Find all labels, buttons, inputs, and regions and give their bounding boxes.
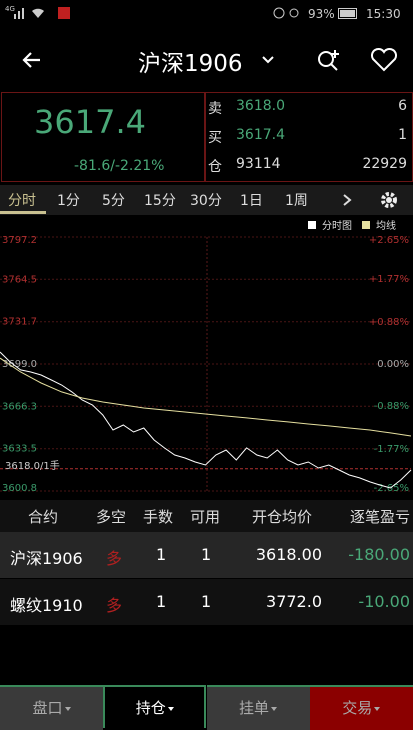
bottom-tab[interactable]: 交易 <box>309 685 413 730</box>
quote-cell: 买 <box>208 130 222 146</box>
legend-label: 分时图 <box>322 220 352 232</box>
quote-box <box>1 92 205 182</box>
table-cell: 沪深1906 <box>10 549 83 568</box>
network: 4G <box>5 5 15 13</box>
period-tab[interactable]: 30分 <box>190 193 222 209</box>
column-header: 逐笔盈亏 <box>349 508 410 526</box>
table-cell: -180.00 <box>348 545 410 564</box>
quote-cell: 卖 <box>208 101 222 117</box>
favorite-button[interactable] <box>370 47 398 73</box>
y2-tick-label: +1.77% <box>369 274 409 285</box>
battery-text: 93% <box>308 7 335 21</box>
bottom-tab[interactable]: 持仓 <box>103 685 207 728</box>
dropdown-icon[interactable] <box>260 52 276 68</box>
search-add-button[interactable] <box>316 47 342 73</box>
quote-cell: 1 <box>398 127 407 143</box>
quote-cell: 6 <box>398 98 407 114</box>
table-row[interactable] <box>0 579 413 625</box>
table-cell: 多 <box>106 596 123 615</box>
period-tab[interactable]: 分时 <box>8 193 36 209</box>
quote-cell: 仓 <box>208 159 222 175</box>
legend-swatch <box>362 221 370 229</box>
price-change: -81.6/-2.21% <box>74 158 165 174</box>
column-header: 开仓均价 <box>252 508 313 526</box>
quote-cell: 93114 <box>236 156 281 172</box>
quote-cell: 22929 <box>362 156 407 172</box>
clock: 15:30 <box>366 7 401 21</box>
series-line <box>0 357 412 437</box>
quote-cell: 3617.4 <box>236 127 285 143</box>
y-tick-label: 3764.5 <box>2 274 37 285</box>
period-tab[interactable]: 1分 <box>57 193 80 209</box>
table-cell: 多 <box>106 549 123 568</box>
table-row[interactable] <box>0 532 413 578</box>
table-cell: 1 <box>156 545 167 564</box>
table-cell: -10.00 <box>358 592 410 611</box>
table-cell: 1 <box>156 592 167 611</box>
y-tick-label: 3797.2 <box>2 235 37 246</box>
legend-swatch <box>308 221 316 229</box>
more-tabs[interactable] <box>340 193 354 207</box>
y-tick-label: 3666.3 <box>2 401 37 412</box>
y2-tick-label: -0.88% <box>374 401 409 412</box>
y-tick-label: 3731.7 <box>2 317 37 328</box>
legend-label: 均线 <box>376 219 396 232</box>
table-cell: 螺纹1910 <box>10 596 83 615</box>
settings-button[interactable] <box>379 190 399 210</box>
table-cell: 3772.0 <box>266 592 322 611</box>
table-header <box>0 500 413 532</box>
status-icons <box>14 7 70 19</box>
y2-tick-label: +0.88% <box>369 317 409 328</box>
period-tab[interactable]: 1日 <box>240 193 263 209</box>
column-header: 多空 <box>96 508 127 526</box>
y-tick-label: 3633.5 <box>2 444 37 455</box>
quote-cell: 3618.0 <box>236 98 285 114</box>
bottom-tab-label[interactable]: 盘口 <box>32 699 63 717</box>
tab-indicator <box>0 211 46 214</box>
y-tick-label: 3699.0 <box>2 359 37 370</box>
y2-tick-label: -2.65% <box>374 483 409 494</box>
column-header: 合约 <box>28 508 59 526</box>
bottom-tab[interactable]: 挂单 <box>206 685 310 730</box>
contract-title[interactable]: 沪深1906 <box>138 51 243 77</box>
bottom-tab-label[interactable]: 挂单 <box>238 699 269 717</box>
column-header: 手数 <box>143 508 174 526</box>
y-tick-label: 3600.8 <box>2 483 37 494</box>
back-button[interactable] <box>20 48 44 72</box>
bottom-tab-label[interactable]: 交易 <box>342 699 373 717</box>
table-cell: 1 <box>201 592 212 611</box>
bottom-tab[interactable]: 盘口 <box>0 685 103 730</box>
dropdown-arrow <box>374 706 381 711</box>
series-line <box>0 351 412 489</box>
dropdown-arrow <box>167 706 174 711</box>
tab-bar <box>0 185 413 215</box>
position-label: 3618.0/1手 <box>5 459 60 472</box>
dropdown-arrow <box>64 706 71 711</box>
y2-tick-label: -1.77% <box>374 444 409 455</box>
last-price: 3617.4 <box>34 103 146 141</box>
period-tab[interactable]: 5分 <box>102 193 125 209</box>
period-tab[interactable]: 1周 <box>285 193 308 209</box>
table-cell: 1 <box>201 545 212 564</box>
period-tab[interactable]: 15分 <box>144 193 176 209</box>
price-chart: 分时图 均线 3600.8 3633.5 3666.3 3699.0 3731.7 3764.… <box>0 219 412 494</box>
bottom-tab-label[interactable]: 持仓 <box>135 699 166 717</box>
battery-icon <box>338 8 357 19</box>
status-icons-right <box>273 7 299 19</box>
y2-tick-label: +2.65% <box>369 235 409 246</box>
dropdown-arrow <box>271 706 277 711</box>
table-cell: 3618.00 <box>255 545 322 564</box>
column-header: 可用 <box>190 508 221 526</box>
y2-tick-label: 0.00% <box>377 359 409 370</box>
